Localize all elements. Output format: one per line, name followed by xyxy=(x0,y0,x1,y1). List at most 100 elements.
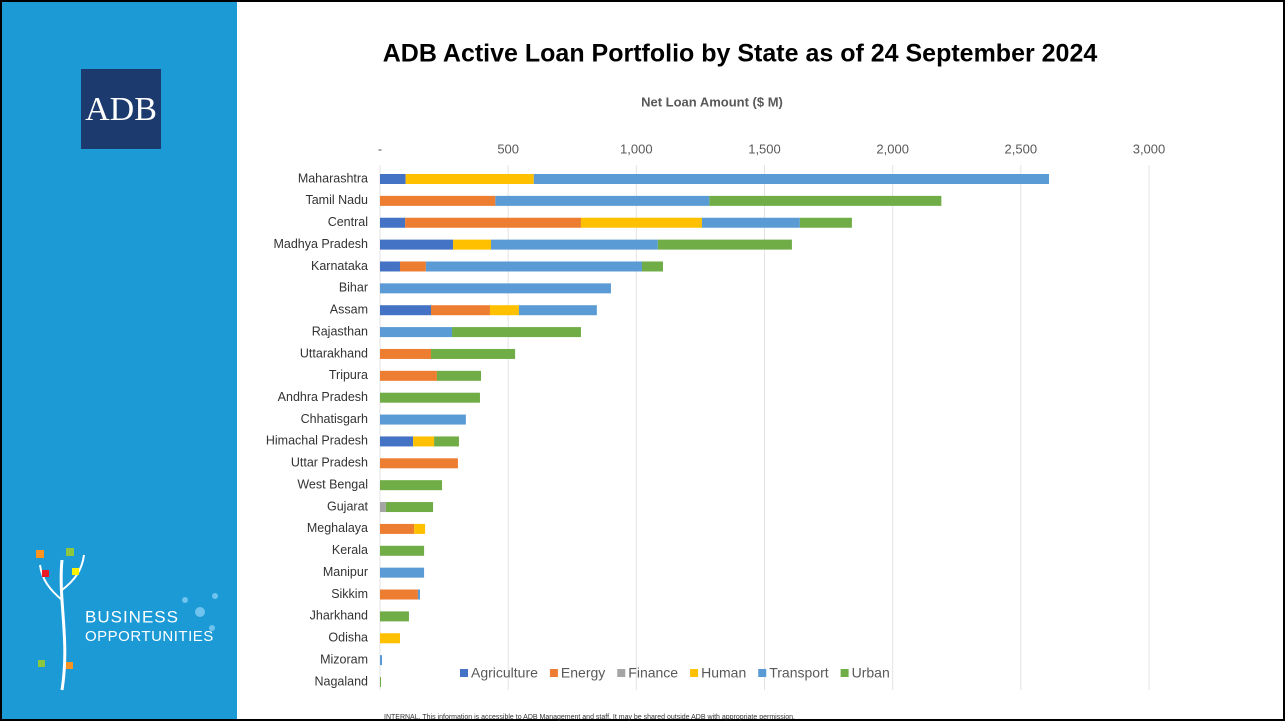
bar-segment xyxy=(431,305,490,316)
bar-segment xyxy=(434,436,459,447)
legend-swatch xyxy=(460,669,468,677)
y-tick-label: Maharashtra xyxy=(298,171,368,185)
bar-segment xyxy=(436,370,481,381)
bar-segment xyxy=(380,370,437,381)
y-tick-label: West Bengal xyxy=(297,477,368,491)
bar-segment xyxy=(380,655,383,666)
y-tick-label: Madhya Pradesh xyxy=(273,237,368,251)
bar-segment xyxy=(405,174,534,184)
footer: INTERNAL. This information is accessible… xyxy=(384,714,795,721)
bar-segment xyxy=(380,327,453,338)
y-tick-label: Chhatisgarh xyxy=(301,412,368,426)
legend-swatch xyxy=(690,669,699,677)
bar-segment xyxy=(399,261,426,272)
bar-segment xyxy=(380,283,611,294)
bar-segment xyxy=(380,589,418,600)
y-tick-label: Central xyxy=(328,215,368,229)
y-tick-label: Karnataka xyxy=(311,259,368,273)
bar-segment xyxy=(641,261,663,272)
y-tick-label: Assam xyxy=(330,303,368,317)
bar-segment xyxy=(380,217,406,228)
bar-segment xyxy=(380,545,425,556)
y-tick-label: Andhra Pradesh xyxy=(278,390,368,404)
bar-segment xyxy=(414,523,426,534)
y-tick-label: Mizoram xyxy=(320,652,368,666)
bar-segment xyxy=(380,239,454,250)
bar-segment xyxy=(380,174,406,184)
y-tick-label: Kerala xyxy=(332,543,368,557)
bar-segment xyxy=(489,305,519,316)
bar-segment xyxy=(490,239,658,250)
legend-label: Human xyxy=(701,665,746,681)
legend-swatch xyxy=(758,669,767,677)
y-tick-label: Nagaland xyxy=(314,674,368,688)
y-tick-label: Jharkhand xyxy=(310,609,368,623)
bar-segment xyxy=(385,502,434,513)
legend-label: Finance xyxy=(628,665,678,681)
x-tick-label: 500 xyxy=(497,141,519,156)
y-tick-label: Uttarakhand xyxy=(300,346,368,360)
bar-segment xyxy=(380,523,415,534)
y-tick-label: Meghalaya xyxy=(307,521,368,535)
bar-segment xyxy=(380,567,425,578)
bar-segment xyxy=(380,414,466,425)
bar-segment xyxy=(380,677,382,687)
bar-segment xyxy=(495,195,710,206)
x-tick-label: 1,500 xyxy=(748,141,781,156)
y-tick-label: Tamil Nadu xyxy=(305,193,368,207)
tagline: BUSINESS xyxy=(85,607,179,626)
bar-segment xyxy=(380,502,386,513)
bar-segment xyxy=(425,261,642,272)
logo-box xyxy=(81,69,161,149)
y-tick-label: Rajasthan xyxy=(312,324,368,338)
legend-swatch xyxy=(617,669,626,677)
tagline: OPPORTUNITIES xyxy=(85,628,214,645)
bar-segment xyxy=(417,589,420,600)
y-tick-label: Manipur xyxy=(323,565,368,579)
logo-text: ADB xyxy=(85,91,157,128)
y-tick-label: Sikkim xyxy=(331,587,368,601)
bar-segment xyxy=(380,633,400,644)
bar-segment xyxy=(518,305,597,316)
y-tick-label: Bihar xyxy=(339,281,368,295)
legend-label: Transport xyxy=(769,665,829,681)
bar-segment xyxy=(413,436,435,447)
bar-segment xyxy=(380,305,432,316)
bar-segment xyxy=(380,348,432,359)
y-tick-label: Uttar Pradesh xyxy=(291,456,368,470)
x-tick-label: 2,500 xyxy=(1005,141,1038,156)
bar-segment xyxy=(533,174,1050,184)
y-tick-label: Gujarat xyxy=(327,499,369,513)
bar-segment xyxy=(405,217,581,228)
bar-segment xyxy=(580,217,702,228)
axis-title: Net Loan Amount ($ M) xyxy=(641,94,783,109)
bar-segment xyxy=(657,239,792,250)
bar-segment xyxy=(380,195,496,206)
legend-label: Urban xyxy=(852,665,890,681)
bar-segment xyxy=(380,458,458,469)
bar-segment xyxy=(380,392,480,403)
x-tick-label: 2,000 xyxy=(876,141,909,156)
bar-segment xyxy=(380,261,400,272)
x-tick-label: 1,000 xyxy=(620,141,653,156)
legend-swatch xyxy=(840,669,849,677)
y-tick-label: Odisha xyxy=(328,631,368,645)
x-tick-label: 3,000 xyxy=(1133,141,1166,156)
bar-segment xyxy=(799,217,852,228)
legend-label: Energy xyxy=(561,665,605,681)
bar-segment xyxy=(701,217,800,228)
bar-segment xyxy=(380,480,443,491)
bar-segment xyxy=(452,327,581,338)
chart-title: ADB Active Loan Portfolio by State as of… xyxy=(383,40,1098,68)
tree-icon xyxy=(36,548,218,691)
bar-segment xyxy=(431,348,516,359)
y-tick-label: Himachal Pradesh xyxy=(266,434,368,448)
legend-swatch xyxy=(549,669,558,677)
bar-segment xyxy=(453,239,491,250)
bar-segment xyxy=(380,436,414,447)
legend-label: Agriculture xyxy=(471,665,538,681)
x-tick-label: - xyxy=(378,141,382,156)
bar-segment xyxy=(380,611,409,622)
